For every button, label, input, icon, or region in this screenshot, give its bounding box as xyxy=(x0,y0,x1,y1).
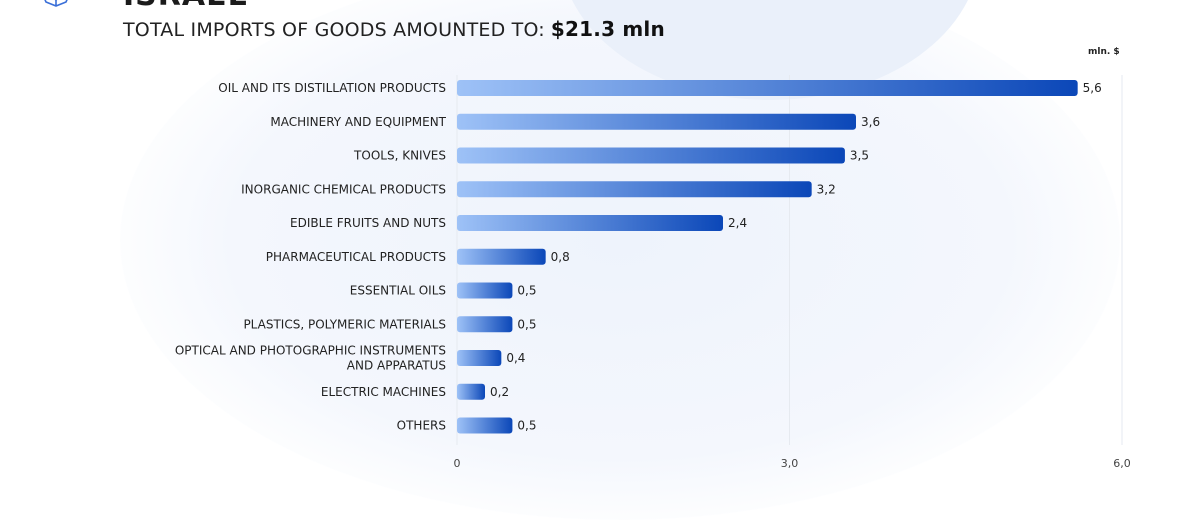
bar xyxy=(457,80,1078,96)
value-label: 0,8 xyxy=(551,250,570,264)
value-label: 0,2 xyxy=(490,385,509,399)
value-label: 3,6 xyxy=(861,115,880,129)
chart-subtitle: TOTAL IMPORTS OF GOODS AMOUNTED TO: $21.3… xyxy=(123,17,665,41)
bar xyxy=(457,383,485,400)
value-label: 3,5 xyxy=(850,149,869,163)
value-label: 0,5 xyxy=(517,419,536,433)
bar xyxy=(457,215,723,231)
value-label: 3,2 xyxy=(817,182,836,196)
value-label: 0,4 xyxy=(506,351,525,365)
category-label: MACHINERY AND EQUIPMENT xyxy=(270,115,446,129)
x-tick-label: 3,0 xyxy=(781,457,799,470)
category-label: INORGANIC CHEMICAL PRODUCTS xyxy=(241,182,446,196)
value-label: 0,5 xyxy=(517,317,536,331)
bar xyxy=(457,350,502,366)
logo-icon xyxy=(44,0,68,7)
bar xyxy=(457,248,546,265)
subtitle-prefix: TOTAL IMPORTS OF GOODS AMOUNTED TO: xyxy=(123,19,545,41)
value-label: 5,6 xyxy=(1083,81,1102,95)
bar xyxy=(457,181,812,198)
category-label: EDIBLE FRUITS AND NUTS xyxy=(290,216,446,230)
category-label: TOOLS, KNIVES xyxy=(353,149,446,163)
x-tick-label: 0 xyxy=(454,457,461,470)
category-label: ELECTRIC MACHINES xyxy=(321,385,446,399)
category-label: ESSENTIAL OILS xyxy=(350,284,446,298)
bar xyxy=(457,147,845,164)
country-title: ISRAEL xyxy=(123,0,248,13)
value-label: 0,5 xyxy=(517,284,536,298)
category-label: PHARMACEUTICAL PRODUCTS xyxy=(266,250,446,264)
total-imports-value: $21.3 mln xyxy=(550,17,665,41)
bar xyxy=(457,113,856,130)
category-label: OPTICAL AND PHOTOGRAPHIC INSTRUMENTS AND … xyxy=(175,344,446,373)
bar xyxy=(457,282,513,299)
bar-chart: 0 3,0 6,0 OIL AND ITS DISTILLATION PRODUCT… xyxy=(175,75,1131,470)
bar xyxy=(457,417,513,434)
category-label: PLASTICS, POLYMERIC MATERIALS xyxy=(243,317,446,331)
unit-label: mln. $ xyxy=(1088,47,1120,57)
category-label: OTHERS xyxy=(397,419,446,433)
category-label: OIL AND ITS DISTILLATION PRODUCTS xyxy=(218,81,446,95)
bar xyxy=(457,316,513,333)
x-tick-label: 6,0 xyxy=(1113,457,1131,470)
value-label: 2,4 xyxy=(728,216,747,230)
